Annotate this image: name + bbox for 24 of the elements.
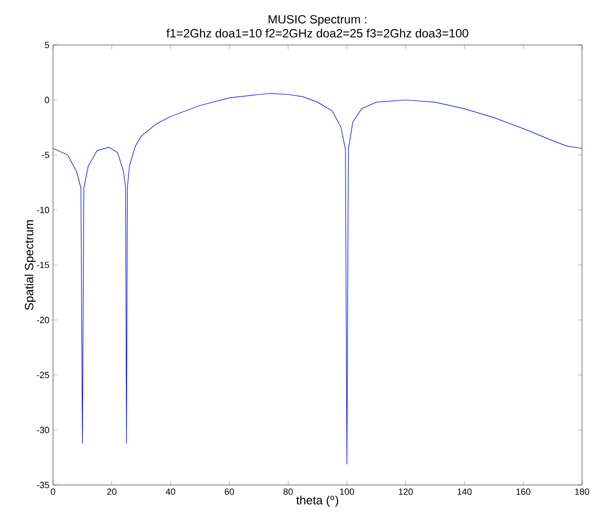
x-axis-title: theta ($^{o}$) — [296, 496, 338, 507]
y-axis-title: Spatial Spectrum — [24, 220, 36, 310]
y-tick-label: 0 — [44, 96, 50, 104]
x-tick-label: 160 — [516, 488, 530, 495]
x-tick-label: 80 — [284, 488, 293, 495]
y-tick-label: -35 — [36, 482, 50, 488]
x-tick-label: 40 — [166, 488, 176, 495]
line-series — [52, 93, 582, 464]
x-tick-label: 0 — [50, 488, 56, 495]
y-tick-label: -30 — [36, 426, 50, 434]
x-tick-label: 120 — [398, 488, 413, 495]
x-tick-label: 20 — [107, 488, 116, 495]
y-tick-label: 5 — [44, 42, 50, 48]
y-tick-label: -5 — [42, 152, 50, 158]
y-tick-label: -25 — [36, 372, 50, 378]
y-tick-label: -20 — [36, 316, 50, 324]
chart-subtitle: f1=2Ghz doa1=10 f2=2GHz doa2=25 f3=2Ghz doa3=100 — [166, 28, 468, 38]
y-tick-label: -10 — [36, 206, 50, 214]
chart-title: MUSIC Spectrum : — [268, 15, 366, 26]
x-tick-label: 60 — [224, 488, 234, 495]
x-tick-label: 100 — [340, 488, 354, 495]
y-tick-label: -15 — [36, 262, 50, 268]
x-tick-label: 140 — [458, 488, 472, 495]
x-tick-label: 180 — [575, 488, 590, 495]
